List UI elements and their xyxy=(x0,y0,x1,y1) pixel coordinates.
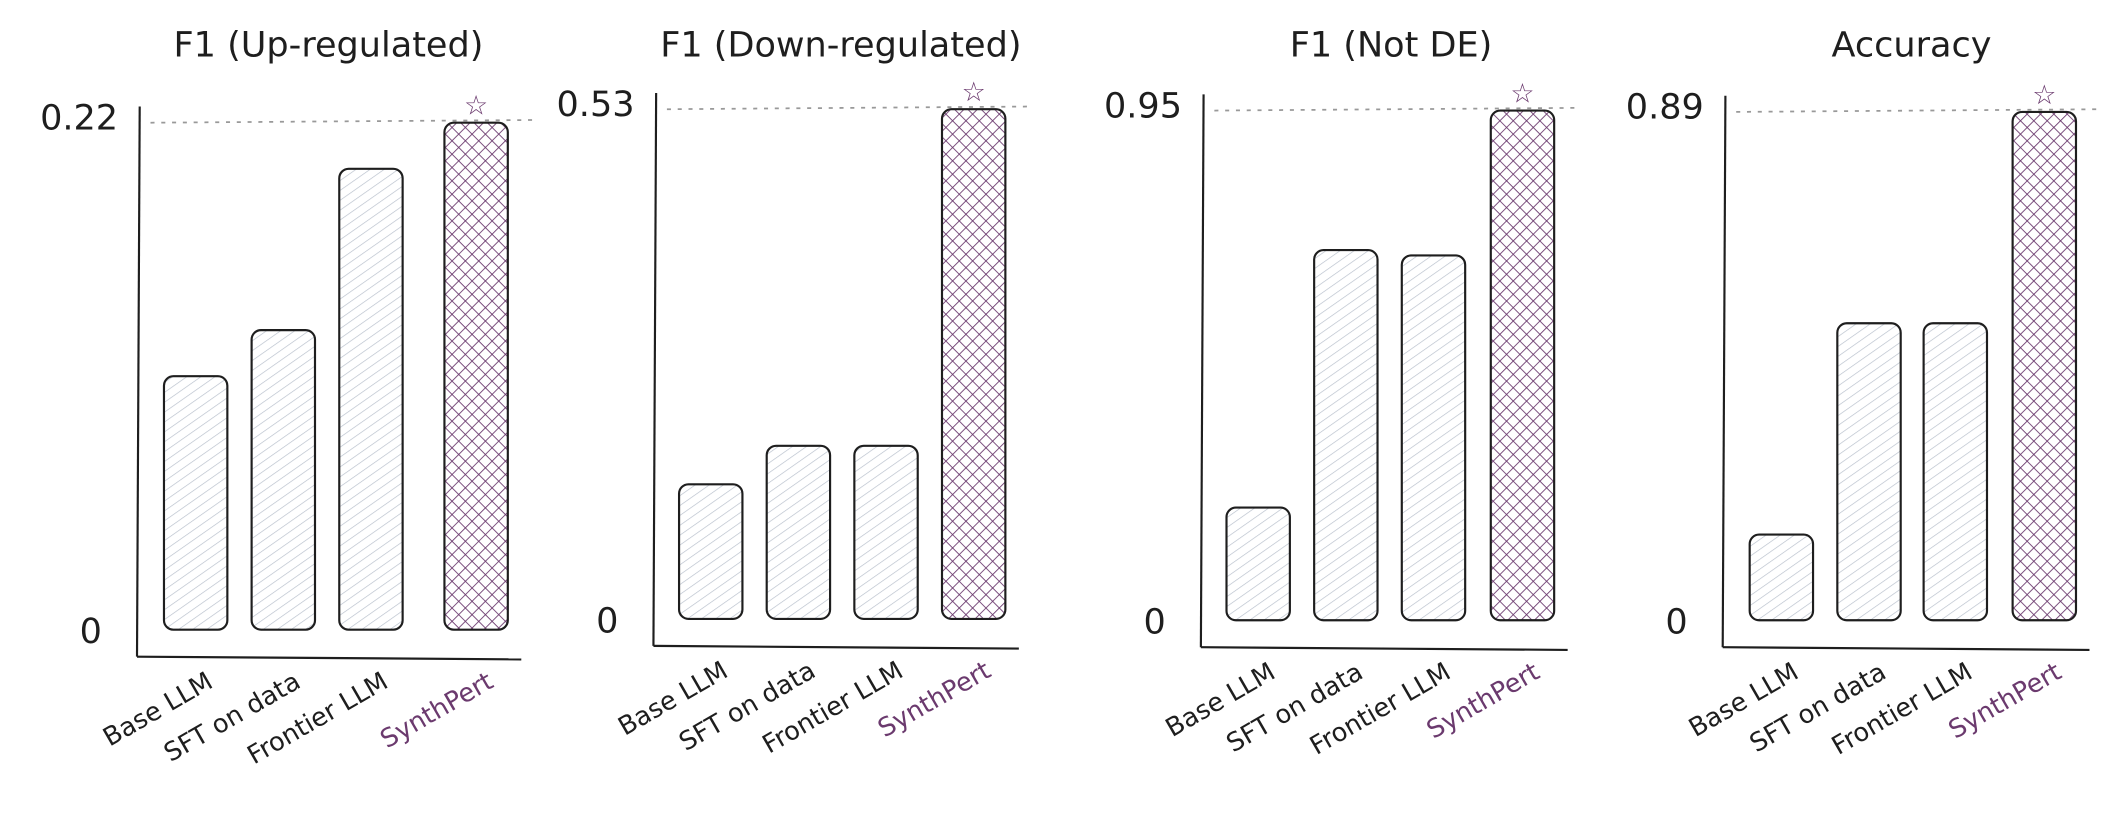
bar-highlight xyxy=(1489,109,1556,622)
x-tick-label: SynthPert xyxy=(375,666,498,754)
bar xyxy=(250,329,317,631)
bar-highlight xyxy=(2011,110,2078,622)
bar xyxy=(1748,533,1815,622)
star-icon: ☆ xyxy=(464,91,488,122)
y-axis xyxy=(652,93,658,646)
y-axis xyxy=(135,106,141,657)
bar xyxy=(1400,254,1467,622)
star-icon: ☆ xyxy=(2032,80,2056,111)
x-axis xyxy=(136,655,522,661)
max-reference-line xyxy=(666,105,1030,111)
bar xyxy=(853,444,919,620)
y-axis xyxy=(1199,94,1205,648)
y-tick-label: 0.53 xyxy=(557,84,635,125)
y-tick-label: 0.22 xyxy=(40,97,118,138)
bar xyxy=(1922,322,1989,622)
y-axis xyxy=(1721,95,1727,648)
x-axis xyxy=(653,644,1019,650)
y-tick-label: 0.95 xyxy=(1104,85,1182,126)
x-axis xyxy=(1722,646,2090,652)
bar xyxy=(677,483,744,620)
chart-title: F1 (Up-regulated) xyxy=(174,25,484,66)
bar xyxy=(1313,248,1379,622)
max-reference-line xyxy=(1736,108,2101,113)
bar xyxy=(338,167,404,631)
bar-highlight xyxy=(443,121,509,631)
bar xyxy=(765,444,832,620)
y-tick-label: 0.89 xyxy=(1626,87,1704,128)
x-axis xyxy=(1200,646,1568,652)
star-icon: ☆ xyxy=(962,77,986,108)
bar xyxy=(162,375,229,631)
chart-title: F1 (Not DE) xyxy=(1290,25,1493,66)
y-tick-label: 0 xyxy=(1144,602,1166,643)
y-tick-label: 0 xyxy=(596,600,618,641)
y-tick-label: 0 xyxy=(80,611,102,652)
bar-highlight xyxy=(940,108,1007,620)
star-icon: ☆ xyxy=(1510,78,1534,109)
bar xyxy=(1836,322,1902,622)
chart-title: Accuracy xyxy=(1831,25,1991,66)
bar xyxy=(1225,506,1291,622)
chart-title: F1 (Down-regulated) xyxy=(660,25,1021,66)
max-reference-line xyxy=(1214,106,1579,112)
y-tick-label: 0 xyxy=(1665,602,1687,643)
